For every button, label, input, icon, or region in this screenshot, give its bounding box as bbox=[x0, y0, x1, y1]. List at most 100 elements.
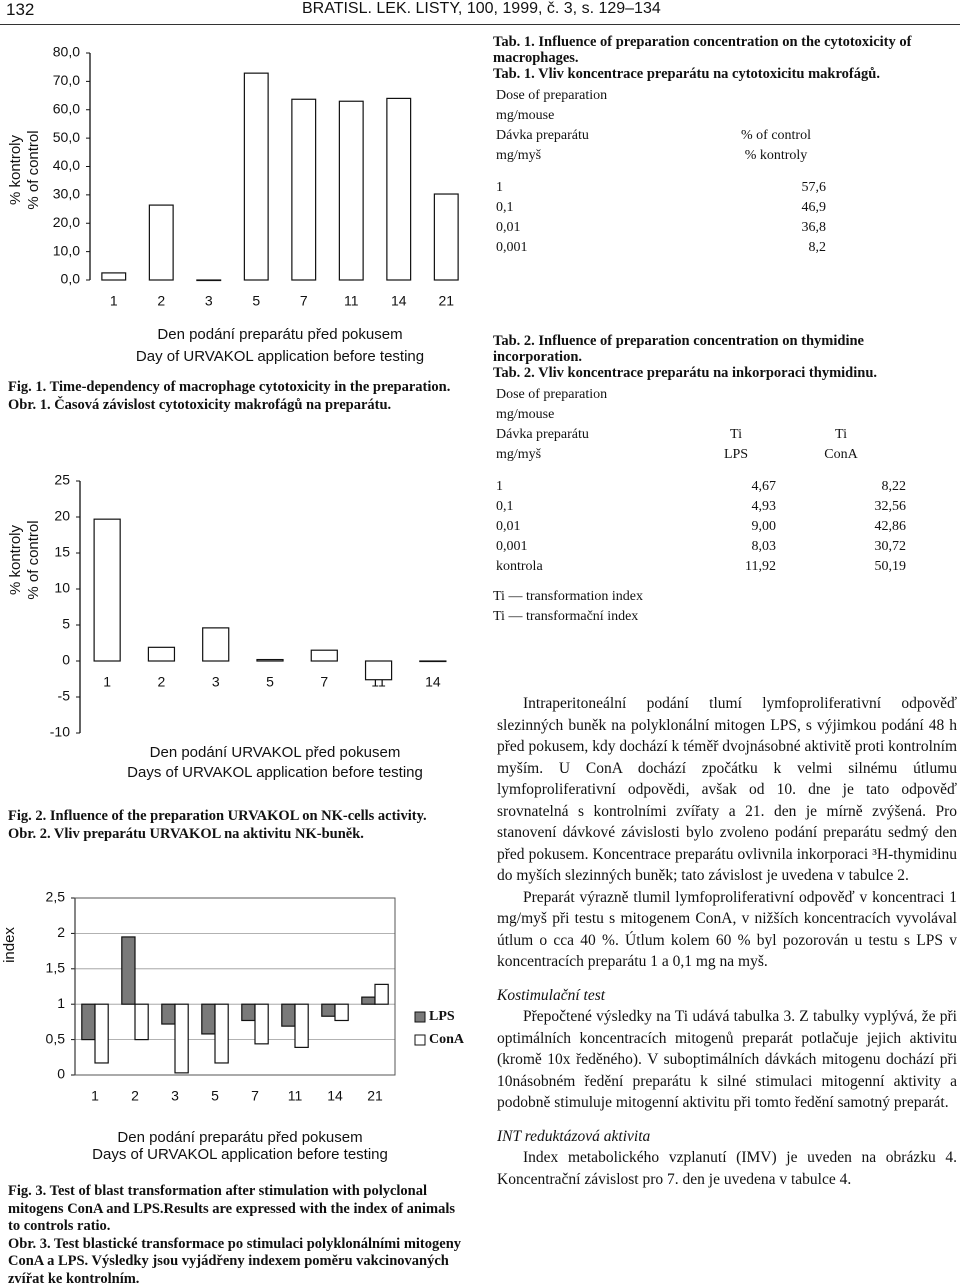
y-tick-label: 1,5 bbox=[46, 960, 66, 976]
caption-en: Fig. 2. Influence of the preparation URV… bbox=[8, 808, 470, 826]
table-cell: 4,67 bbox=[696, 477, 776, 497]
table-title: Tab. 2. Influence of preparation concent… bbox=[493, 333, 955, 381]
header-rule bbox=[0, 24, 960, 25]
journal-header: BRATISL. LEK. LISTY, 100, 1999, č. 3, s.… bbox=[302, 0, 661, 18]
x-tick-label: 14 bbox=[425, 674, 441, 690]
y-tick-label: 1 bbox=[57, 995, 65, 1011]
caption-cz: Obr. 2. Vliv preparátu URVAKOL na aktivi… bbox=[8, 826, 470, 844]
y-tick-label: -5 bbox=[58, 688, 71, 704]
bar bbox=[148, 647, 174, 661]
y-tick-label: 0,0 bbox=[61, 271, 81, 287]
paragraph: Přepočtené výsledky na Ti udává tabulka … bbox=[497, 1006, 957, 1114]
caption-cz: Obr. 3. Test blastické transformace po s… bbox=[8, 1236, 470, 1288]
x-tick-label: 21 bbox=[367, 1088, 383, 1104]
x-tick-label: 5 bbox=[252, 293, 260, 309]
table-cell: 0,001 bbox=[496, 238, 726, 258]
table-cell: 8,03 bbox=[696, 537, 776, 557]
x-axis-label: Days of URVAKOL application before testi… bbox=[92, 1146, 388, 1163]
header-line: LPS bbox=[696, 445, 776, 465]
x-tick-label: 7 bbox=[300, 293, 308, 309]
x-tick-label: 2 bbox=[131, 1088, 139, 1104]
y-axis-label: % of control bbox=[25, 130, 42, 209]
table-title: Tab. 1. Influence of preparation concent… bbox=[493, 34, 955, 82]
figure-1-caption: Fig. 1. Time-dependency of macrophage cy… bbox=[8, 379, 470, 414]
caption-en: Fig. 1. Time-dependency of macrophage cy… bbox=[8, 379, 470, 397]
header-line: Dose of preparation bbox=[496, 86, 726, 106]
table-title-line: Tab. 1. Influence of preparation concent… bbox=[493, 34, 955, 66]
bar bbox=[387, 98, 411, 280]
table-cell: 0,001 bbox=[496, 537, 696, 557]
table-cell: 30,72 bbox=[776, 537, 906, 557]
table-cell: 4,93 bbox=[696, 497, 776, 517]
bar bbox=[122, 937, 135, 1004]
bar bbox=[335, 1004, 348, 1020]
bar bbox=[202, 1004, 215, 1034]
x-tick-label: 1 bbox=[110, 293, 118, 309]
bar bbox=[322, 1004, 335, 1016]
paragraph: Index metabolického vzplanutí (IMV) je u… bbox=[497, 1147, 957, 1190]
y-tick-label: 10 bbox=[54, 580, 70, 596]
x-axis-label: Den podání URVAKOL před pokusem bbox=[150, 744, 401, 761]
table-1: Tab. 1. Influence of preparation concent… bbox=[493, 34, 955, 258]
y-tick-label: 40,0 bbox=[53, 157, 80, 173]
bar bbox=[197, 280, 221, 281]
legend-swatch bbox=[415, 1035, 425, 1045]
x-tick-label: 3 bbox=[212, 674, 220, 690]
y-tick-label: 0 bbox=[62, 652, 70, 668]
bar bbox=[215, 1004, 228, 1063]
x-tick-label: 1 bbox=[91, 1088, 99, 1104]
x-tick-label: 1 bbox=[103, 674, 111, 690]
table-cell: 50,19 bbox=[776, 557, 906, 577]
table-cell: 8,22 bbox=[776, 477, 906, 497]
bar bbox=[295, 1004, 308, 1047]
section-heading: Kostimulační test bbox=[497, 985, 957, 1007]
table-title-line: Tab. 2. Influence of preparation concent… bbox=[493, 333, 955, 365]
bar bbox=[375, 984, 388, 1004]
header-line: Dose of preparation bbox=[496, 385, 696, 405]
bar bbox=[244, 73, 268, 280]
header-line: % kontroly bbox=[726, 146, 826, 166]
table-cell: 1 bbox=[496, 178, 726, 198]
y-tick-label: 5 bbox=[62, 616, 70, 632]
bar bbox=[162, 1004, 175, 1024]
figure-2-caption: Fig. 2. Influence of the preparation URV… bbox=[8, 808, 470, 843]
bar bbox=[434, 194, 458, 280]
header-line: % of control bbox=[726, 126, 826, 146]
table-cell: 46,9 bbox=[726, 198, 826, 218]
y-tick-label: 15 bbox=[54, 544, 70, 560]
table-cell: 9,00 bbox=[696, 517, 776, 537]
page-number: 132 bbox=[6, 0, 34, 20]
bar bbox=[420, 661, 446, 662]
x-axis-label: Day of URVAKOL application before testin… bbox=[136, 348, 424, 365]
bar bbox=[255, 1004, 268, 1044]
bar bbox=[82, 1004, 95, 1039]
y-tick-label: 70,0 bbox=[53, 72, 80, 88]
y-tick-label: 25 bbox=[54, 472, 70, 488]
header-line: Dávka preparátu bbox=[496, 425, 696, 445]
table-cell: 32,56 bbox=[776, 497, 906, 517]
x-tick-label: 7 bbox=[251, 1088, 259, 1104]
y-tick-label: 80,0 bbox=[53, 44, 80, 60]
y-axis-label: % of control bbox=[25, 520, 42, 599]
bar bbox=[102, 273, 126, 280]
header-line: ConA bbox=[776, 445, 906, 465]
bar bbox=[95, 1004, 108, 1063]
header-line: mg/myš bbox=[496, 146, 726, 166]
x-tick-label: 11 bbox=[344, 293, 359, 309]
x-tick-label: 14 bbox=[391, 293, 407, 309]
bar bbox=[311, 650, 337, 661]
column-header: % of control% kontroly bbox=[726, 126, 826, 166]
x-tick-label: 3 bbox=[205, 293, 213, 309]
y-tick-label: 0,5 bbox=[46, 1030, 66, 1046]
table-cell: 1 bbox=[496, 477, 696, 497]
x-tick-label: 5 bbox=[211, 1088, 219, 1104]
